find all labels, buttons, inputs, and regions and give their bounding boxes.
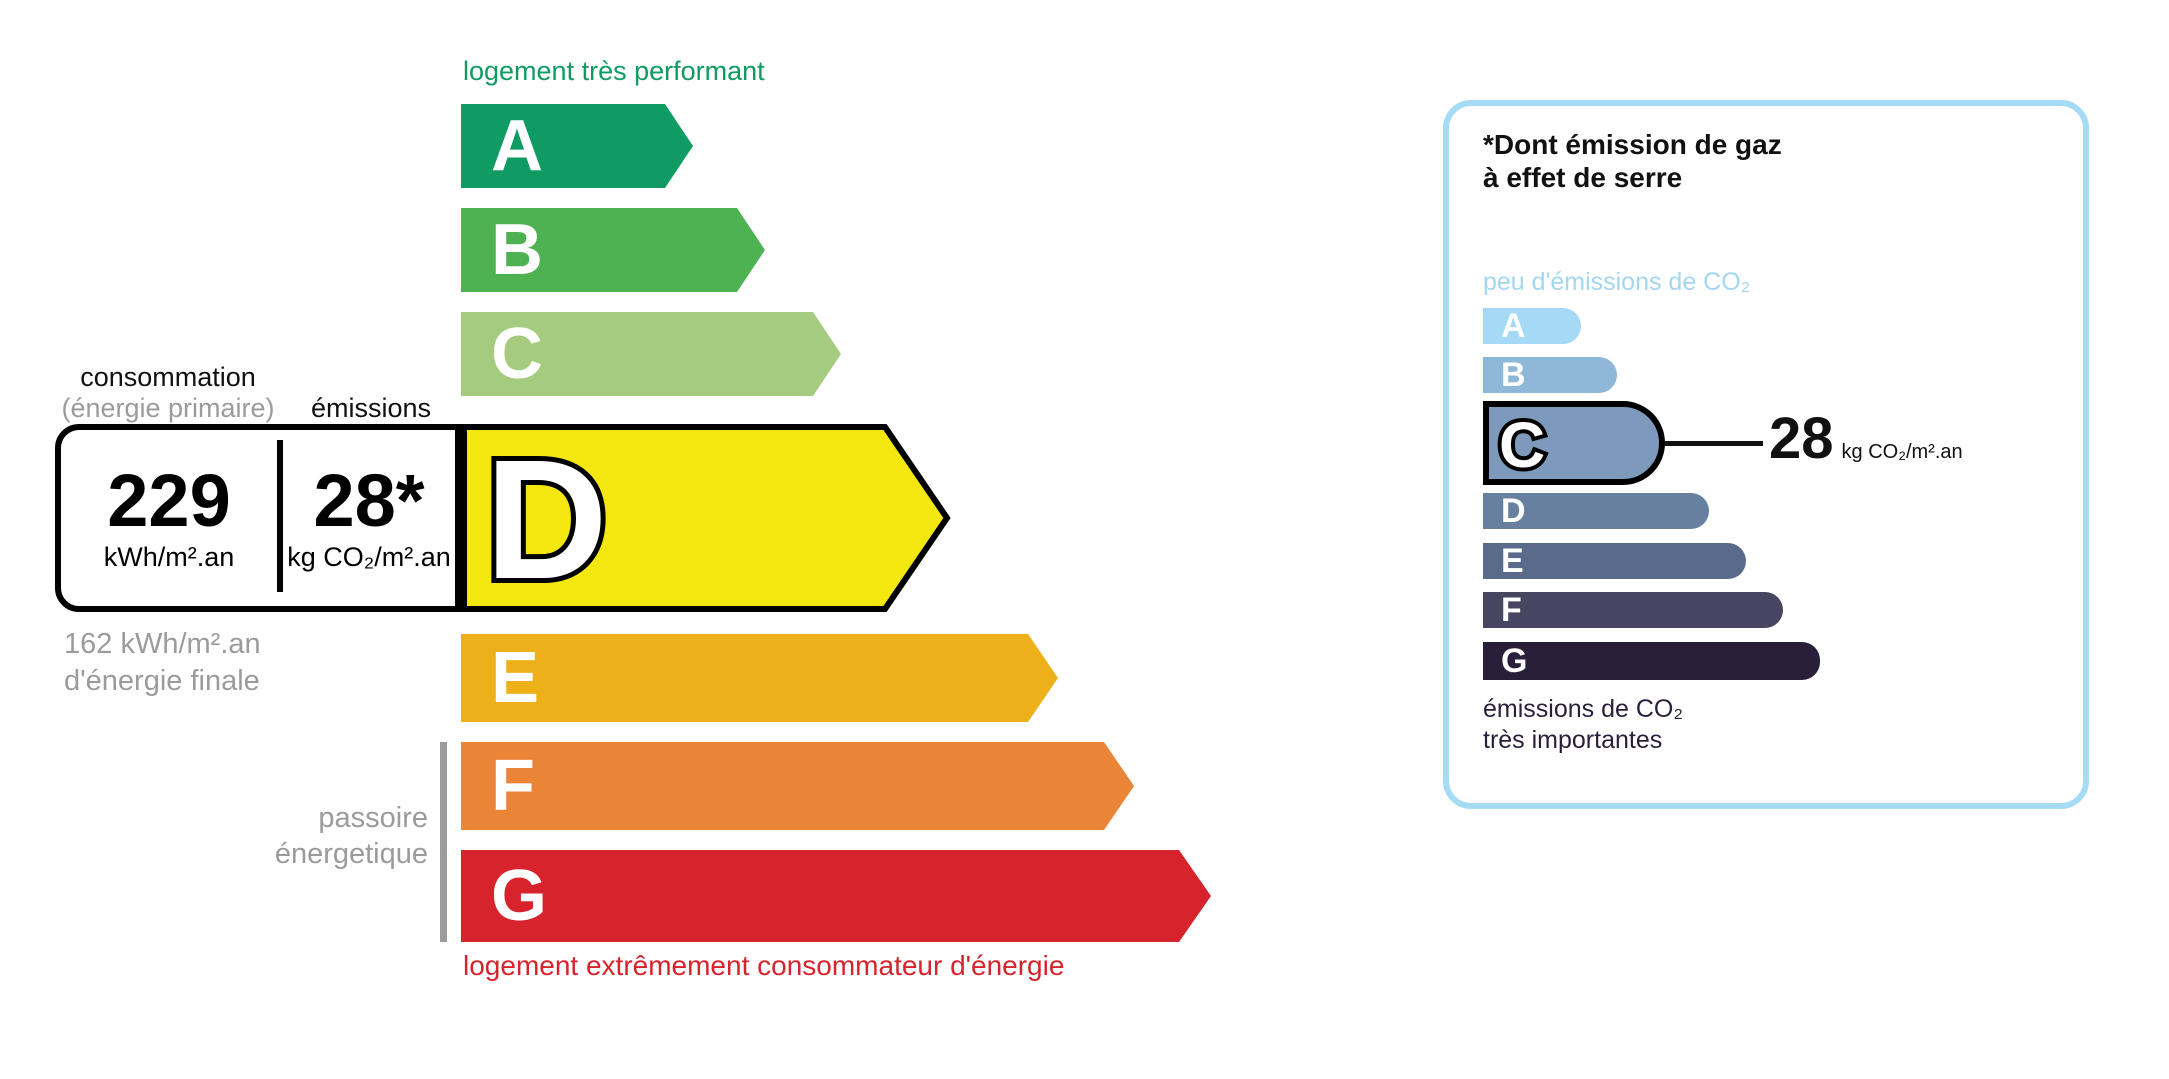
low-emissions-label: peu d'émissions de CO₂: [1483, 268, 1751, 296]
co2-class-letter-e: E: [1501, 542, 1524, 580]
co2-class-letter-d: D: [1501, 492, 1526, 530]
co2-value: 28: [1769, 406, 1834, 471]
co2-class-letter-g: G: [1501, 642, 1528, 680]
co2-class-row-g: G: [1483, 642, 1820, 680]
co2-class-letter-b: B: [1501, 356, 1526, 394]
energy-class-letter-a: A: [491, 106, 543, 186]
energy-class-row-b: B: [461, 208, 765, 292]
co2-class-row-b: B: [1483, 357, 1617, 393]
values-box-headers: consommation (énergie primaire) émission…: [55, 354, 461, 424]
high-emissions-label-line1: émissions de CO₂: [1483, 695, 1684, 723]
emissions-header: émissions: [310, 393, 432, 423]
co2-panel-title-line2: à effet de serre: [1483, 162, 1683, 193]
high-emissions-label: émissions de CO₂ très importantes: [1483, 694, 1683, 756]
final-energy-note-line1: 162 kWh/m².an: [64, 628, 261, 660]
primary-energy-subheader: (énergie primaire): [61, 393, 275, 423]
emissions-value: 28*: [313, 458, 425, 542]
passoire-label: passoire énergetique: [140, 800, 428, 872]
co2-class-row-f: F: [1483, 592, 1783, 628]
primary-energy-value: 229: [107, 458, 231, 542]
co2-selected-letter-svg: C: [1495, 407, 1549, 479]
co2-class-letter-f: F: [1501, 591, 1522, 629]
co2-value-connector-line: [1665, 441, 1763, 446]
co2-class-row-d: D: [1483, 493, 1709, 529]
final-energy-note-line2: d'énergie finale: [64, 665, 260, 697]
primary-energy-unit: kWh/m².an: [103, 541, 235, 572]
top-performance-label: logement très performant: [463, 56, 765, 86]
high-emissions-label-line2: très importantes: [1483, 726, 1663, 754]
consumption-values-box: 229 kWh/m².an 28* kg CO₂/m².an: [55, 424, 461, 612]
passoire-label-line2: énergetique: [274, 838, 428, 870]
co2-class-letter-a: A: [1501, 307, 1526, 345]
energy-class-letter-d: D: [485, 425, 608, 612]
co2-class-row-c-selected: C: [1483, 401, 1665, 485]
passoire-label-line1: passoire: [318, 802, 428, 834]
selected-arrow-shape: [461, 424, 951, 612]
final-energy-note: 162 kWh/m².an d'énergie finale: [64, 626, 261, 700]
co2-panel-title-line1: *Dont émission de gaz: [1483, 129, 1782, 160]
co2-class-letter-c: C: [1499, 409, 1545, 479]
co2-value-unit: kg CO₂/m².an: [1841, 441, 1963, 463]
co2-panel: *Dont émission de gaz à effet de serre p…: [1443, 100, 2089, 809]
energy-class-row-d-selected: D: [461, 424, 951, 612]
emissions-unit: kg CO₂/m².an: [287, 541, 451, 572]
emissions-cell: 28* kg CO₂/m².an: [283, 430, 455, 606]
co2-class-row-e: E: [1483, 543, 1746, 579]
energy-class-row-c: C: [461, 312, 841, 396]
energy-class-letter-e: E: [491, 638, 540, 718]
energy-class-row-f: F: [461, 742, 1134, 830]
energy-class-row-g: G: [461, 850, 1211, 942]
bottom-consumption-label: logement extrêmement consommateur d'éner…: [463, 950, 1065, 981]
energy-class-letter-g: G: [491, 856, 548, 936]
energy-class-row-a: A: [461, 104, 693, 188]
co2-panel-title: *Dont émission de gaz à effet de serre: [1483, 128, 1782, 194]
energy-class-letter-f: F: [491, 746, 535, 826]
passoire-bracket-bar: [440, 742, 447, 942]
co2-class-row-a: A: [1483, 308, 1581, 344]
co2-value-group: 28 kg CO₂/m².an: [1769, 410, 1963, 468]
energy-class-letter-b: B: [491, 210, 543, 290]
energy-class-letter-c: C: [491, 314, 543, 394]
energy-class-row-e: E: [461, 634, 1058, 722]
values-box-divider: [277, 440, 283, 592]
consumption-header: consommation: [80, 362, 256, 392]
primary-energy-cell: 229 kWh/m².an: [61, 430, 277, 606]
